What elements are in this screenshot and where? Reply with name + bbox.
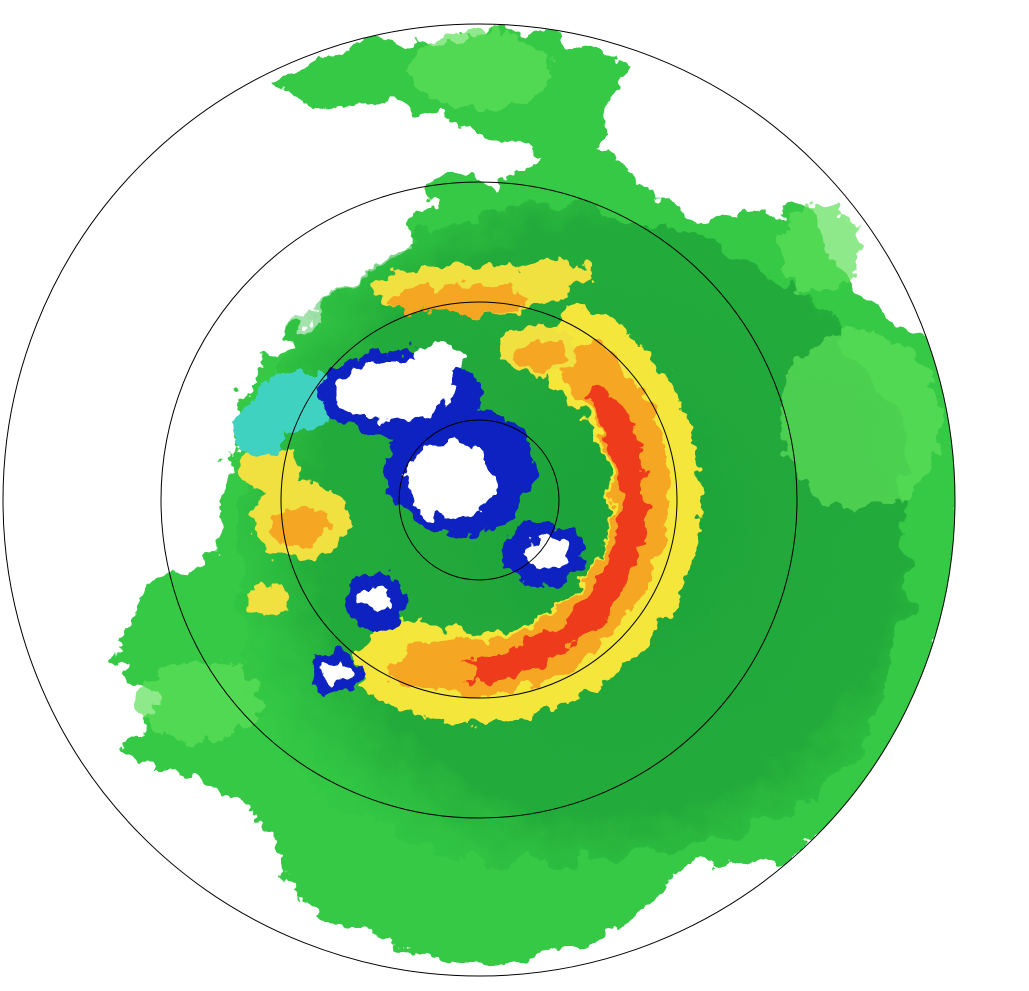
range-ring	[160, 181, 798, 819]
range-ring	[2, 23, 956, 977]
echo-arc	[358, 308, 701, 724]
range-ring	[280, 301, 678, 699]
echo-fringe	[140, 30, 940, 740]
range-ring	[398, 419, 560, 581]
range-rings	[2, 23, 956, 977]
echo-layer	[3, 30, 955, 976]
